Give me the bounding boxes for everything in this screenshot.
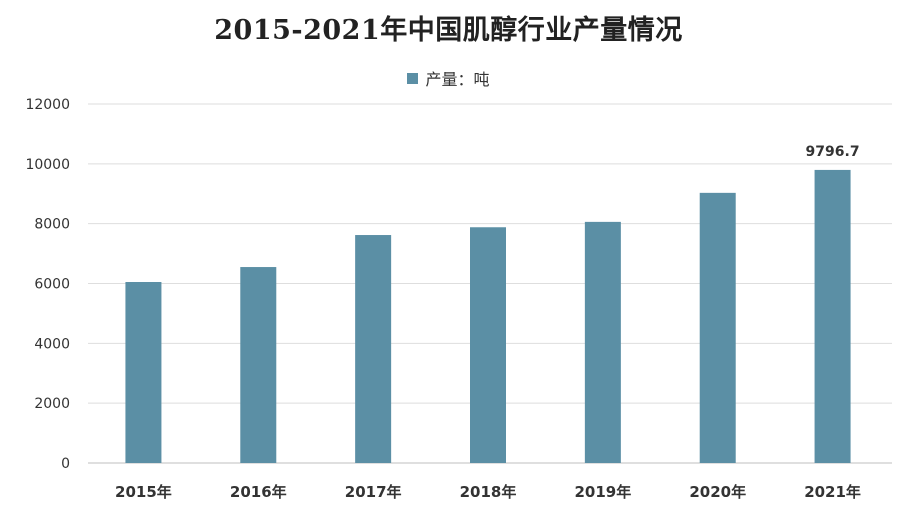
bar: [355, 235, 392, 463]
y-tick-label: 10000: [25, 157, 70, 173]
x-tick-label: 2021年: [804, 483, 861, 501]
legend: 产量：吨: [0, 66, 897, 90]
y-tick-label: 4000: [34, 336, 70, 352]
y-tick-label: 6000: [34, 277, 70, 293]
x-tick-label: 2019年: [574, 483, 631, 501]
x-tick-label: 2020年: [689, 483, 746, 501]
x-tick-label: 2017年: [345, 483, 402, 501]
legend-label: 产量：吨: [425, 70, 490, 89]
y-tick-label: 8000: [34, 217, 70, 233]
y-tick-label: 2000: [34, 396, 70, 412]
bar: [699, 192, 736, 464]
chart-title: 2015-2021年中国肌醇行业产量情况: [214, 15, 683, 46]
y-tick-label: 12000: [25, 97, 70, 113]
x-tick-label: 2018年: [460, 483, 517, 501]
legend-swatch: [407, 72, 419, 84]
bar: [584, 221, 621, 463]
x-tick-label: 2015年: [115, 483, 172, 501]
y-tick-label: 0: [61, 456, 70, 472]
bar: [240, 267, 277, 463]
x-tick-label: 2016年: [230, 483, 287, 501]
bar: [470, 227, 506, 463]
data-label: 9796.7: [806, 144, 860, 160]
bar: [125, 282, 162, 463]
bar: [814, 169, 851, 463]
